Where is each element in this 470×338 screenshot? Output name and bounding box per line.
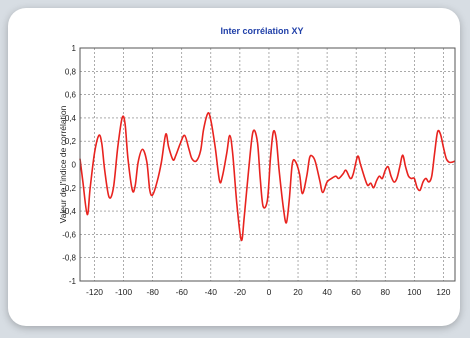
y-tick-label: 1 [72,44,77,53]
x-tick-label: -80 [147,287,160,297]
y-tick-label: 0 [72,161,77,170]
x-tick-label: -60 [176,287,189,297]
x-tick-label: -120 [86,287,103,297]
x-tick-label: -20 [234,287,247,297]
grid [80,47,455,282]
x-tick-label: 0 [267,287,272,297]
y-tick-label: 0,8 [65,67,77,76]
y-tick-label: -0,4 [62,207,76,216]
chart-title: Inter corrélation XY [220,26,303,36]
x-tick-label: 100 [407,287,421,297]
correlation-series-line [79,112,456,242]
x-tick-label: 60 [351,287,361,297]
x-tick-label: 80 [380,287,390,297]
y-tick-label: -0,2 [62,184,76,193]
y-tick-label: 0,2 [65,137,77,146]
x-tick-label: 120 [436,287,450,297]
x-tick-label: 40 [322,287,332,297]
y-tick-label: 0,6 [65,91,77,100]
plot-frame [79,47,456,282]
x-tick-label: -40 [205,287,218,297]
x-tick-label: -100 [115,287,132,297]
y-axis-label: Valeur de l'indice de corrélation [58,105,68,223]
y-tick-label: 0,4 [65,114,77,123]
y-tick-label: -0,6 [62,230,76,239]
tick-labels: -120 -100 -80 -60 -40 -20 0 20 40 60 80 100 120 1 0,8 0… [62,44,451,297]
x-tick-label: 20 [293,287,303,297]
y-tick-label: -0,8 [62,254,76,263]
series-layer [79,112,456,242]
y-tick-label: -1 [69,277,77,286]
